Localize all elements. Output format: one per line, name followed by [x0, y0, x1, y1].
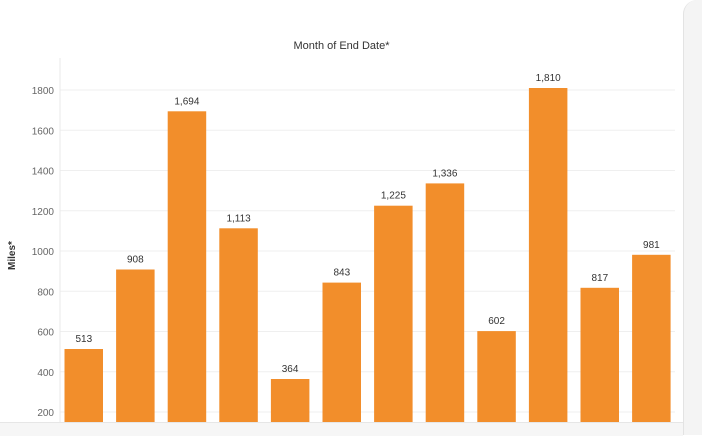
y-tick-label: 600 [37, 328, 54, 339]
bar-value-label: 1,810 [536, 73, 561, 84]
y-tick-label: 1400 [32, 167, 55, 178]
bar-labels: 513 908 1,694 1,113 364 843 1,225 1,336 602 1,810… [75, 73, 660, 375]
bottom-edge [0, 422, 683, 436]
y-tick-label: 1000 [32, 247, 55, 258]
bar[interactable] [425, 183, 465, 422]
gridlines [59, 58, 675, 422]
bar[interactable] [528, 88, 568, 422]
bar[interactable] [167, 111, 207, 422]
bar-value-label: 1,336 [432, 168, 457, 179]
bar[interactable] [580, 287, 620, 422]
bar-value-label: 602 [488, 316, 505, 327]
y-tick-label: 1600 [32, 126, 55, 137]
bar-value-label: 1,113 [226, 213, 251, 224]
scroll-edge [683, 0, 702, 435]
y-tick-label: 200 [37, 408, 54, 419]
bar-value-label: 1,694 [174, 96, 199, 107]
y-tick-label: 1800 [32, 86, 55, 97]
bar-value-label: 513 [75, 334, 92, 345]
y-tick-label: 400 [37, 368, 54, 379]
bar-value-label: 1,225 [381, 191, 406, 202]
y-axis-ticks: 200 400 600 800 1000 1200 1400 1600 1800 [32, 86, 55, 419]
chart-title: Month of End Date* [293, 40, 390, 52]
bar-value-label: 981 [643, 240, 660, 251]
y-tick-label: 1200 [32, 207, 55, 218]
bar-value-label: 843 [333, 268, 350, 279]
bar-value-label: 364 [282, 364, 299, 375]
y-tick-label: 800 [37, 287, 54, 298]
bar[interactable] [322, 282, 362, 422]
bar[interactable] [64, 349, 104, 422]
bar[interactable] [116, 269, 155, 423]
bar[interactable] [219, 228, 258, 422]
bar-value-label: 817 [591, 273, 608, 284]
bar[interactable] [632, 254, 671, 422]
bar[interactable] [374, 205, 413, 422]
bars [64, 88, 671, 423]
bar-chart: 200 400 600 800 1000 1200 1400 1600 1800 513 908 1… [32, 58, 675, 423]
bar-value-label: 908 [127, 255, 144, 266]
bar[interactable] [477, 331, 516, 422]
bar[interactable] [270, 379, 310, 422]
